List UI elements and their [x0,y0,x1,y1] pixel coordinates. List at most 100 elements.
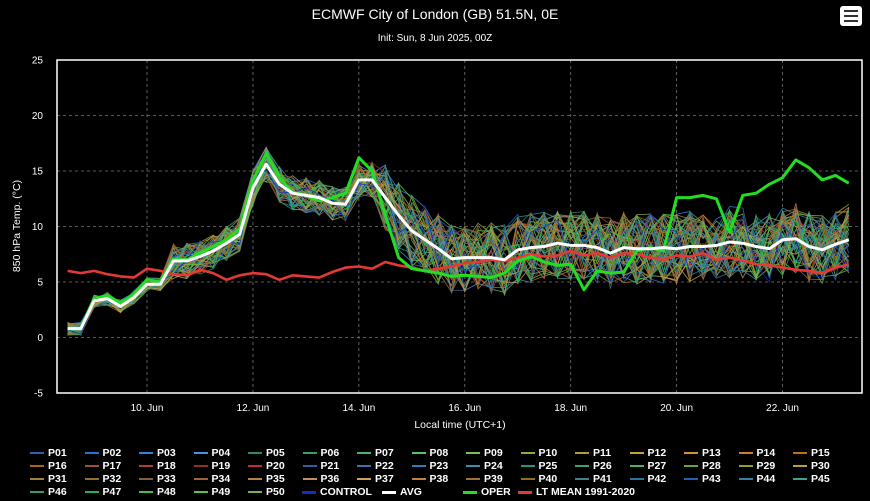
legend-item-p42[interactable]: P42 [629,473,667,485]
legend-item-p50[interactable]: P50 [248,486,285,498]
legend-label: P04 [211,447,231,459]
legend-label: P15 [811,447,830,459]
series-line-p25 [67,161,849,334]
legend-item-control[interactable]: CONTROL [302,486,372,498]
legend-item-p47[interactable]: P47 [84,486,121,498]
legend-label: P31 [48,473,67,485]
legend-item-p08[interactable]: P08 [411,447,448,459]
legend-item-p41[interactable]: P41 [575,473,612,485]
legend-swatch [466,478,480,480]
legend-label: P29 [756,460,776,472]
x-tick-label: 16. Jun [448,403,481,414]
hamburger-menu-icon[interactable] [840,6,862,26]
legend-item-p04[interactable]: P04 [193,447,231,459]
legend-item-p10[interactable]: P10 [520,447,557,459]
legend-label: P25 [538,460,558,472]
legend-swatch [357,452,371,454]
legend-label: P06 [320,447,340,459]
legend-item-p21[interactable]: P21 [302,460,339,472]
legend-item-p27[interactable]: P27 [629,460,667,472]
legend-item-p14[interactable]: P14 [738,447,775,459]
legend-item-p15[interactable]: P15 [793,447,830,459]
legend-item-p39[interactable]: P39 [466,473,503,485]
legend-item-p11[interactable]: P11 [575,447,611,459]
y-tick-label: 15 [32,167,44,178]
legend-item-p34[interactable]: P34 [193,473,230,485]
legend-label: P11 [593,447,612,459]
legend-item-p05[interactable]: P05 [248,447,285,459]
legend-label: OPER [481,486,511,498]
y-tick-label: 10 [32,222,44,233]
x-tick-label: 12. Jun [237,403,270,414]
legend-item-p35[interactable]: P35 [248,473,285,485]
legend-item-p46[interactable]: P46 [30,486,67,498]
legend-label: P36 [320,473,340,485]
legend-item-p36[interactable]: P36 [302,473,340,485]
legend-item-p44[interactable]: P44 [738,473,775,485]
legend-item-p07[interactable]: P07 [357,447,394,459]
series-line-lt-mean-1991-2020 [67,249,850,282]
legend-item-p09[interactable]: P09 [466,447,503,459]
legend-item-p01[interactable]: P01 [30,447,67,459]
chart-title: ECMWF City of London (GB) 51.5N, 0E [311,6,559,22]
legend-item-p16[interactable]: P16 [30,460,67,472]
series-line-p38 [67,172,850,330]
series-line-p31 [67,153,850,336]
x-axis-label: Local time (UTC+1) [414,419,505,431]
chart-svg: -5 0 5 10 15 20 25 10. Jun 12. Jun 14. Jun 16. Ju… [11,56,863,431]
legend-swatch [520,465,535,467]
legend-item-avg[interactable]: AVG [382,486,422,498]
legend-item-p30[interactable]: P30 [793,460,830,472]
legend-label: P33 [157,473,176,485]
legend-item-p26[interactable]: P26 [575,460,612,472]
legend-item-p18[interactable]: P18 [139,460,176,472]
legend-item-p45[interactable]: P45 [793,473,830,485]
legend-item-p37[interactable]: P37 [357,473,394,485]
legend-swatch [793,478,807,480]
legend-item-p28[interactable]: P28 [684,460,721,472]
legend-item-p32[interactable]: P32 [84,473,121,485]
legend-item-p12[interactable]: P12 [629,447,667,459]
legend-item-p49[interactable]: P49 [193,486,231,498]
legend-item-p22[interactable]: P22 [357,460,394,472]
legend-item-p23[interactable]: P23 [411,460,448,472]
legend-label: P24 [484,460,503,472]
legend-swatch [248,491,262,493]
legend-item-p13[interactable]: P13 [684,447,721,459]
legend-item-p24[interactable]: P24 [466,460,503,472]
legend-swatch [248,452,262,454]
legend-label: P09 [484,447,503,459]
plot-frame [56,59,863,394]
legend-label: P13 [702,447,721,459]
legend-label: P12 [647,447,667,459]
legend-item-p17[interactable]: P17 [84,460,121,472]
legend-item-p31[interactable]: P31 [30,473,67,485]
legend-item-p43[interactable]: P43 [684,473,721,485]
legend-item-p19[interactable]: P19 [193,460,230,472]
legend-label: P49 [211,486,231,498]
legend-item-p03[interactable]: P03 [139,447,176,459]
legend-swatch [193,478,208,480]
legend-swatch [518,490,532,494]
legend-label: P42 [647,473,667,485]
legend-item-p40[interactable]: P40 [520,473,557,485]
legend-item-lt-mean-1991-2020[interactable]: LT MEAN 1991-2020 [518,486,635,498]
legend-label: P20 [266,460,285,472]
legend-label: P16 [48,460,67,472]
legend-swatch [575,465,589,467]
y-tick-label: 0 [37,333,43,344]
legend-item-p25[interactable]: P25 [520,460,558,472]
legend-item-p48[interactable]: P48 [139,486,176,498]
legend-swatch [302,478,317,480]
legend-item-p02[interactable]: P02 [84,447,122,459]
legend-item-p33[interactable]: P33 [139,473,176,485]
legend-swatch [193,491,208,493]
legend-label: P02 [102,447,122,459]
legend-item-p06[interactable]: P06 [302,447,340,459]
legend-item-p29[interactable]: P29 [738,460,776,472]
legend-label: P27 [647,460,667,472]
legend-item-oper[interactable]: OPER [463,486,511,498]
legend-swatch [193,452,208,454]
legend-item-p20[interactable]: P20 [248,460,285,472]
legend-item-p38[interactable]: P38 [411,473,448,485]
